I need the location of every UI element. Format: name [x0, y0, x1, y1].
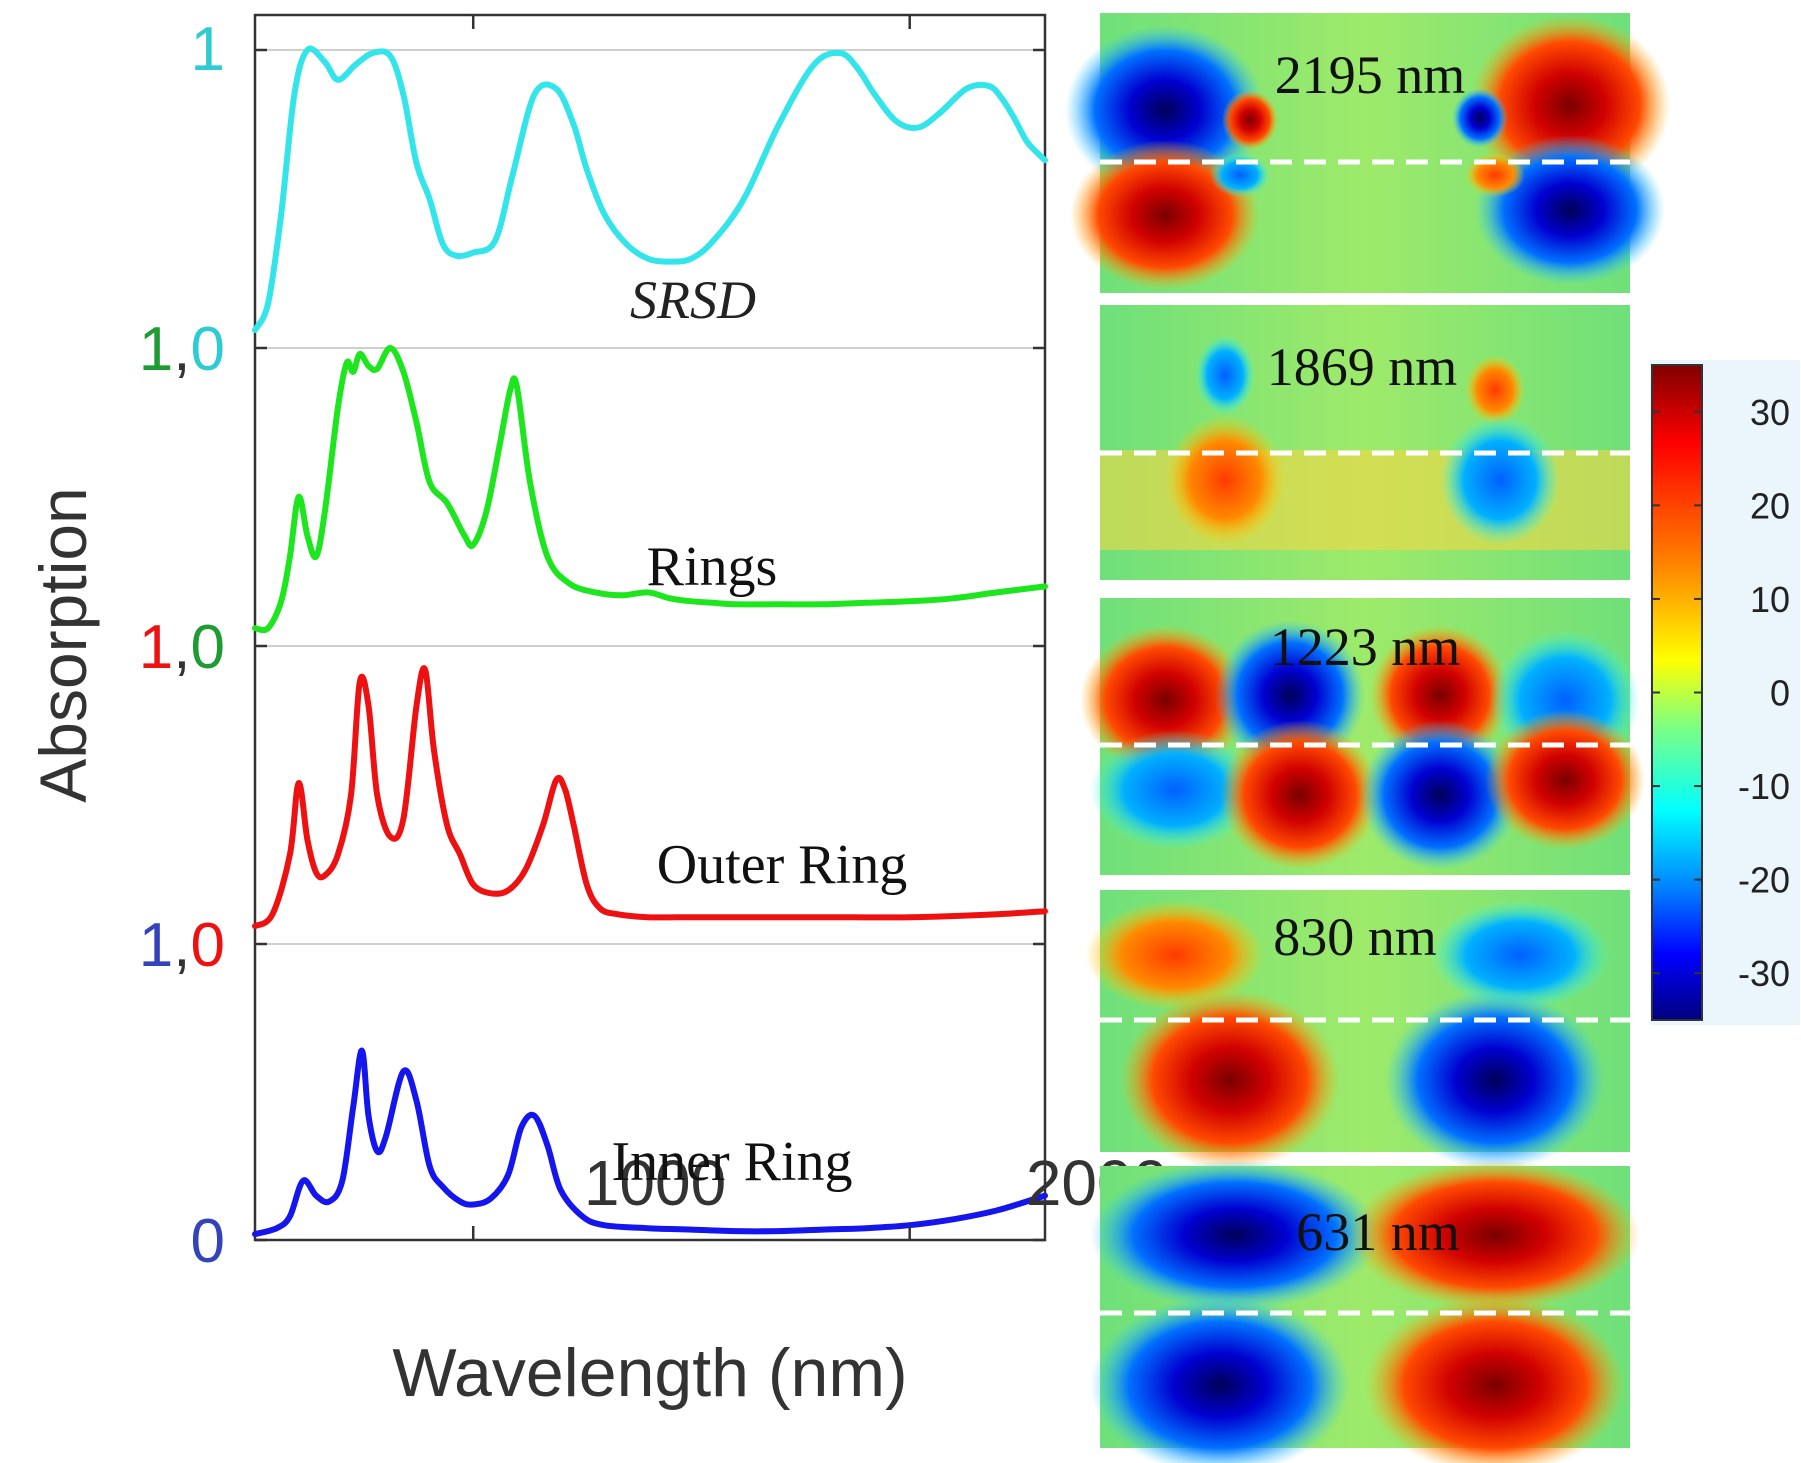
- field-map-wavelength-label: 1869 nm: [1267, 337, 1458, 397]
- field-map-panel-1869nm: 1869 nm: [1100, 305, 1630, 580]
- series-lines: [252, 45, 1048, 1238]
- series-line-inner-ring: [252, 1047, 1048, 1238]
- colorbar-tick-label: -10: [1738, 766, 1790, 807]
- field-lobe: [1385, 990, 1605, 1170]
- y-tick-label-part: 0: [191, 911, 225, 980]
- series-line-srsd: [252, 45, 1048, 334]
- field-lobe: [1485, 710, 1645, 850]
- series-line-outer-ring: [252, 665, 1048, 930]
- y-tick-label-part: 1: [139, 911, 173, 980]
- field-lobe: [1220, 720, 1380, 870]
- field-lobe: [1350, 1160, 1640, 1310]
- field-lobe: [1165, 415, 1285, 545]
- y-tick-label-part: ,: [173, 911, 190, 980]
- field-lobe: [1090, 730, 1260, 850]
- field-lobe: [1090, 1160, 1380, 1310]
- y-axis-label: Absorption: [26, 487, 100, 803]
- series-label-outer-ring: Outer Ring: [657, 834, 907, 896]
- y-tick-label-part: 1: [139, 613, 173, 682]
- series-label-rings: Rings: [647, 536, 778, 598]
- axis-ticks: [255, 15, 1045, 1242]
- colorbar-tick-label: 30: [1750, 392, 1790, 433]
- colorbar-tick-label: 10: [1750, 579, 1790, 620]
- field-lobe: [1090, 1295, 1350, 1463]
- field-lobe: [1440, 415, 1560, 545]
- colorbar-tick-label: 20: [1750, 485, 1790, 526]
- y-tick-label: 0: [191, 1207, 225, 1276]
- field-lobe: [1222, 90, 1278, 150]
- field-lobe: [1365, 1295, 1625, 1463]
- y-tick-label: 1: [191, 15, 225, 84]
- y-tick-label-part: ,: [173, 315, 190, 384]
- field-lobe: [1452, 88, 1508, 148]
- colorbar-ticks: 30 20 10 0 -10 -20 -30: [1652, 392, 1790, 994]
- field-map-wavelength-label: 830 nm: [1273, 907, 1437, 967]
- y-tick-label-part: 0: [191, 613, 225, 682]
- series-label-inner-ring: Inner Ring: [611, 1131, 852, 1193]
- field-map-wavelength-label: 2195 nm: [1275, 45, 1466, 105]
- field-lobe: [1465, 355, 1525, 425]
- field-lobe: [1360, 720, 1520, 870]
- x-tick-label-1000: 1000: [584, 1147, 726, 1219]
- stacked-y-tick-labels: 11,01,01,00: [139, 15, 225, 1276]
- field-lobe: [1120, 990, 1340, 1170]
- series-line-rings: [252, 345, 1048, 634]
- plot-frame: [253, 13, 1047, 1242]
- y-tick-label-part: 0: [191, 315, 225, 384]
- colorbar-tick-label: -20: [1738, 860, 1790, 901]
- y-tick-label-part: ,: [173, 613, 190, 682]
- y-tick-label-part: 1: [139, 315, 173, 384]
- y-tick-label-part: 0: [191, 1207, 225, 1276]
- field-map-panel-2195nm: 2195 nm: [1065, 13, 1670, 293]
- field-map-panels: 2195 nm 1869 nm 1223 nm: [1065, 13, 1680, 1463]
- x-axis-label: Wavelength (nm): [392, 1335, 907, 1411]
- field-map-wavelength-label: 631 nm: [1296, 1202, 1460, 1262]
- y-tick-label-part: 1: [191, 15, 225, 84]
- field-lobe: [1195, 335, 1255, 415]
- series-label-srsd: SRSD: [630, 270, 756, 330]
- field-map-panel-830nm: 830 nm: [1085, 890, 1630, 1170]
- colorbar-tick-label: -30: [1738, 953, 1790, 994]
- field-lobe: [1430, 900, 1610, 1010]
- y-tick-label: 1,0: [139, 613, 225, 682]
- field-map-panel-631nm: 631 nm: [1090, 1160, 1640, 1463]
- absorption-chart: 1000 2000 Wavelength (nm) Absorption 11,…: [26, 13, 1168, 1411]
- y-tick-label: 1,0: [139, 911, 225, 980]
- field-lobe: [1085, 900, 1265, 1010]
- field-map-wavelength-label: 1223 nm: [1270, 617, 1461, 677]
- colorbar: 30 20 10 0 -10 -20 -30: [1650, 360, 1800, 1025]
- field-map-panel-1223nm: 1223 nm: [1080, 598, 1680, 875]
- y-tick-label: 1,0: [139, 315, 225, 384]
- colorbar-tick-label: 0: [1770, 673, 1790, 714]
